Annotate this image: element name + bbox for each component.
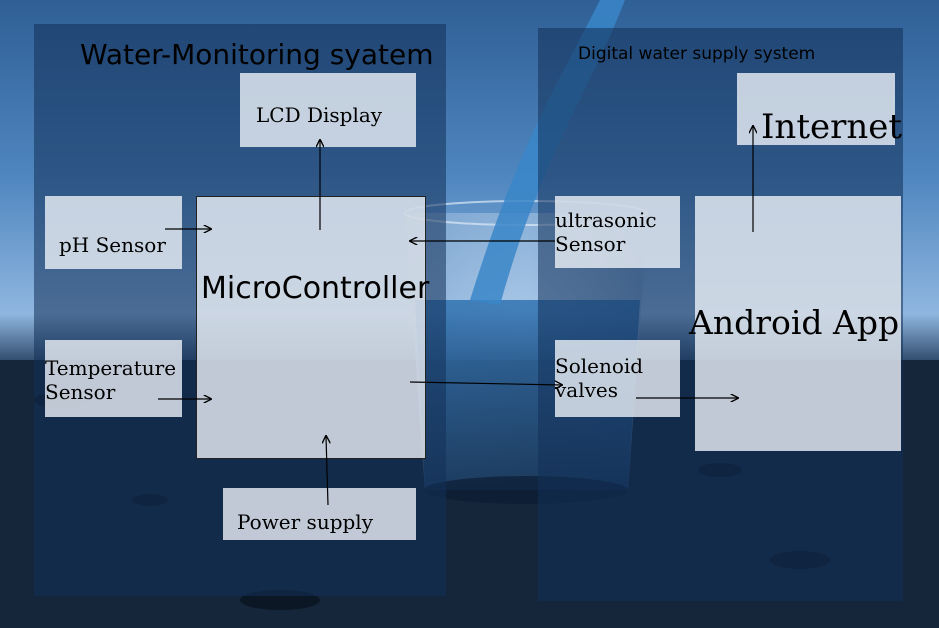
internet-label: Internet <box>761 107 903 147</box>
lcd-display-node: LCD Display <box>240 73 416 147</box>
right-panel-title: Digital water supply system <box>578 44 816 64</box>
ultrasonic-sensor-label: ultrasonic Sensor <box>555 208 657 256</box>
left-panel-title: Water-Monitoring syatem <box>80 38 434 71</box>
temperature-sensor-label: Temperature Sensor <box>45 356 177 404</box>
power-supply-node: Power supply <box>223 488 416 540</box>
ph-sensor-label: pH Sensor <box>59 233 166 257</box>
temperature-sensor-node: Temperature Sensor <box>45 340 182 417</box>
ultrasonic-sensor-node: ultrasonic Sensor <box>555 196 680 268</box>
microcontroller-node: MicroController <box>196 196 430 459</box>
solenoid-valves-label: Solenoid valves <box>555 354 644 402</box>
ph-sensor-node: pH Sensor <box>45 196 182 269</box>
lcd-display-label: LCD Display <box>256 103 383 127</box>
microcontroller-label: MicroController <box>201 271 430 306</box>
internet-node: Internet <box>737 73 902 147</box>
solenoid-valves-node: Solenoid valves <box>555 340 680 417</box>
power-supply-label: Power supply <box>237 510 374 534</box>
android-app-node: Android App <box>689 196 901 451</box>
android-app-label: Android App <box>689 303 900 342</box>
